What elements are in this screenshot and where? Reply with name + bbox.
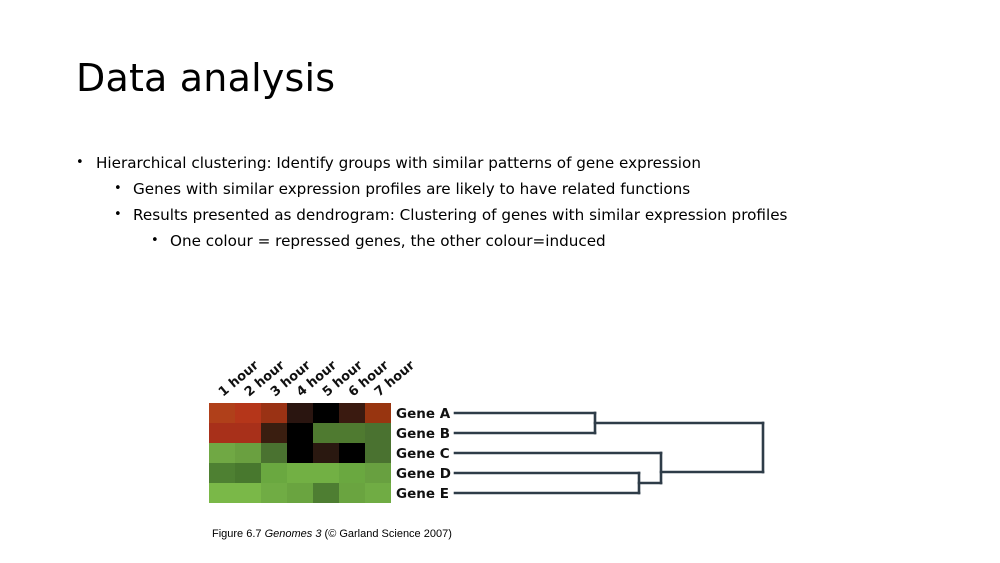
bullet-text: One colour = repressed genes, the other … bbox=[170, 232, 606, 250]
heatmap-cell bbox=[339, 423, 365, 443]
bullet-dot-icon: • bbox=[114, 181, 122, 196]
heatmap-cell bbox=[209, 423, 235, 443]
heatmap-cell bbox=[209, 403, 235, 423]
heatmap-cell bbox=[235, 403, 261, 423]
heatmap-cell bbox=[235, 483, 261, 503]
bullet-text: Hierarchical clustering: Identify groups… bbox=[96, 154, 701, 172]
heatmap-cell bbox=[235, 443, 261, 463]
heatmap-cell bbox=[261, 463, 287, 483]
slide-title: Data analysis bbox=[76, 56, 336, 100]
bullet-item: • Genes with similar expression profiles… bbox=[76, 178, 787, 204]
heatmap-cell bbox=[365, 403, 391, 423]
bullet-dot-icon: • bbox=[76, 155, 84, 170]
bullet-text: Results presented as dendrogram: Cluster… bbox=[133, 206, 788, 224]
caption-prefix: Figure 6.7 bbox=[212, 528, 265, 540]
heatmap-cell bbox=[287, 483, 313, 503]
bullet-item: • Results presented as dendrogram: Clust… bbox=[76, 204, 787, 230]
heatmap-cell bbox=[209, 443, 235, 463]
heatmap-cell bbox=[287, 443, 313, 463]
heatmap-cell bbox=[313, 443, 339, 463]
heatmap-cells bbox=[209, 403, 391, 503]
heatmap-cell bbox=[365, 443, 391, 463]
heatmap-cell bbox=[339, 443, 365, 463]
row-label: Gene A bbox=[396, 406, 451, 422]
heatmap-cell bbox=[209, 463, 235, 483]
bullet-list: • Hierarchical clustering: Identify grou… bbox=[76, 152, 787, 256]
caption-suffix: (© Garland Science 2007) bbox=[321, 528, 452, 540]
heatmap-cell bbox=[261, 403, 287, 423]
row-labels: Gene A Gene B Gene C Gene D Gene E bbox=[396, 406, 451, 502]
heatmap-cell bbox=[209, 483, 235, 503]
heatmap-cell bbox=[365, 423, 391, 443]
heatmap-cell bbox=[339, 403, 365, 423]
heatmap-cell bbox=[339, 483, 365, 503]
heatmap-cell bbox=[287, 403, 313, 423]
bullet-dot-icon: • bbox=[114, 207, 122, 222]
figure-caption: Figure 6.7 Genomes 3 (© Garland Science … bbox=[212, 528, 452, 540]
heatmap-cell bbox=[261, 423, 287, 443]
heatmap-cell bbox=[313, 423, 339, 443]
heatmap-cell bbox=[365, 463, 391, 483]
bullet-item: • Hierarchical clustering: Identify grou… bbox=[76, 152, 787, 178]
bullet-text: Genes with similar expression profiles a… bbox=[133, 180, 691, 198]
heatmap-cell bbox=[287, 463, 313, 483]
heatmap-cell bbox=[235, 463, 261, 483]
caption-book-title: Genomes 3 bbox=[264, 528, 322, 540]
row-label: Gene E bbox=[396, 486, 449, 502]
heatmap-cell bbox=[287, 423, 313, 443]
heatmap-cell bbox=[313, 483, 339, 503]
heatmap-cell bbox=[235, 423, 261, 443]
heatmap-cell bbox=[261, 483, 287, 503]
dendrogram bbox=[453, 411, 765, 495]
heatmap-cell bbox=[365, 483, 391, 503]
heatmap-cell bbox=[261, 443, 287, 463]
row-label: Gene D bbox=[396, 466, 451, 482]
row-label: Gene C bbox=[396, 446, 450, 462]
bullet-item: • One colour = repressed genes, the othe… bbox=[76, 230, 787, 256]
heatmap-cell bbox=[313, 463, 339, 483]
heatmap-cell bbox=[313, 403, 339, 423]
bullet-dot-icon: • bbox=[151, 233, 159, 248]
heatmap-cell bbox=[339, 463, 365, 483]
row-label: Gene B bbox=[396, 426, 450, 442]
